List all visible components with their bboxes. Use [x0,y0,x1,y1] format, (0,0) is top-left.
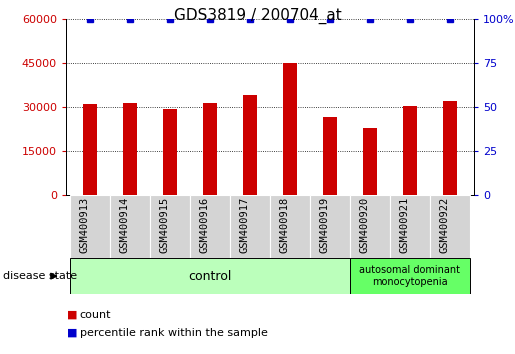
Bar [323,117,337,195]
Bar [163,109,177,195]
Bar [203,103,217,195]
Bar [310,195,350,258]
Bar [363,127,377,195]
Text: GSM400918: GSM400918 [280,196,290,253]
Bar [390,195,430,258]
Text: GSM400914: GSM400914 [120,196,130,253]
Bar [83,104,97,195]
Text: disease state: disease state [3,271,77,281]
Text: GSM400917: GSM400917 [240,196,250,253]
Text: GDS3819 / 200704_at: GDS3819 / 200704_at [174,8,341,24]
Text: GSM400913: GSM400913 [80,196,90,253]
Bar [70,195,110,258]
Text: GSM400916: GSM400916 [200,196,210,253]
Text: ■: ■ [67,328,77,338]
Text: GSM400919: GSM400919 [320,196,330,253]
Text: GSM400921: GSM400921 [400,196,410,253]
Bar [350,195,390,258]
Bar [243,96,257,195]
Bar [403,105,417,195]
Text: GSM400922: GSM400922 [440,196,450,253]
Bar [110,195,150,258]
Bar [270,195,310,258]
Text: autosomal dominant
monocytopenia: autosomal dominant monocytopenia [359,265,460,287]
Text: count: count [80,310,111,320]
Bar [70,258,350,294]
Text: control: control [188,270,232,282]
Bar [283,63,297,195]
Bar [190,195,230,258]
Bar [350,258,470,294]
Text: ■: ■ [67,310,77,320]
Bar [430,195,470,258]
Text: GSM400920: GSM400920 [360,196,370,253]
Bar [150,195,190,258]
Bar [230,195,270,258]
Bar [123,103,137,195]
Bar [443,101,457,195]
Text: percentile rank within the sample: percentile rank within the sample [80,328,268,338]
Text: GSM400915: GSM400915 [160,196,170,253]
